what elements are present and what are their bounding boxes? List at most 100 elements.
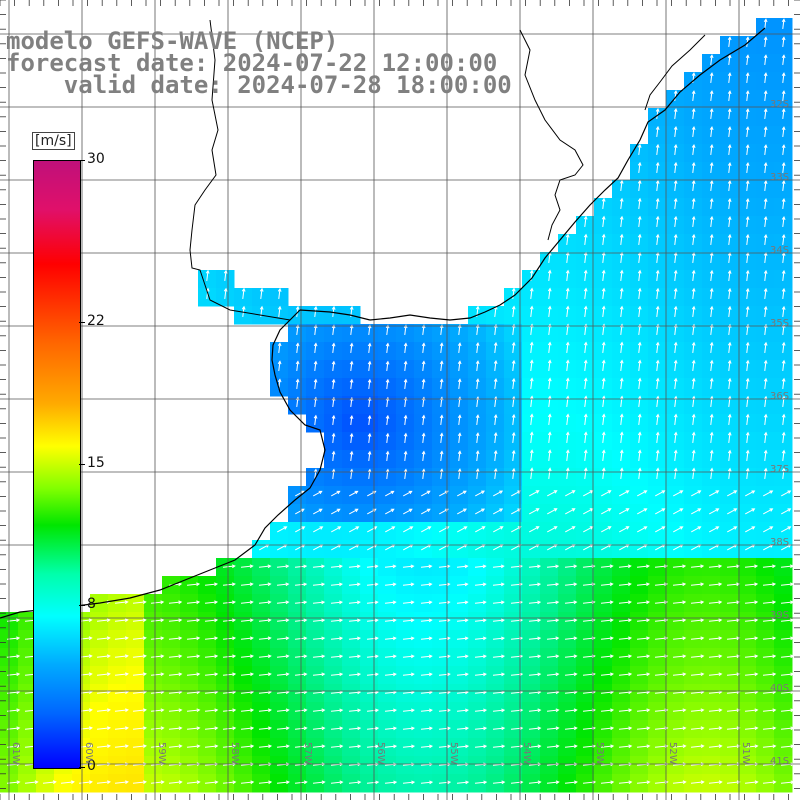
wind-arrow — [350, 415, 353, 426]
wind-arrow — [762, 565, 776, 568]
wind-arrow — [385, 526, 395, 533]
wind-arrow-head — [511, 449, 516, 454]
wind-arrow — [692, 306, 695, 318]
wind-arrow — [691, 544, 701, 551]
colorbar-tick-label: 30 — [87, 151, 105, 167]
wind-arrow-head — [250, 726, 255, 731]
wind-arrow-head — [727, 269, 732, 274]
wind-arrow — [510, 745, 523, 748]
wind-arrow-head — [555, 654, 560, 659]
wind-arrow-head — [565, 269, 570, 274]
wind-arrow — [474, 691, 487, 694]
wind-arrow — [726, 745, 740, 748]
wind-arrow-head — [70, 780, 75, 785]
wind-arrow — [224, 288, 227, 300]
wind-arrow-head — [673, 467, 678, 472]
wind-arrow-head — [88, 744, 93, 749]
wind-arrow-head — [751, 508, 756, 512]
wind-arrow — [762, 781, 776, 784]
wind-arrow-head — [501, 780, 506, 785]
wind-arrow-head — [709, 126, 714, 131]
wind-arrow-head — [481, 526, 486, 530]
wind-arrow-head — [573, 564, 578, 569]
wind-arrow-head — [214, 708, 219, 713]
wind-arrow-head — [547, 377, 552, 382]
wind-arrow — [782, 288, 785, 300]
wind-arrow — [672, 745, 686, 748]
wind-arrow-head — [619, 431, 624, 436]
wind-arrow — [440, 451, 443, 462]
wind-arrow-head — [339, 618, 344, 623]
wind-arrow — [258, 691, 271, 694]
wind-arrow-head — [637, 431, 642, 436]
wind-arrow-head — [392, 618, 397, 623]
wind-arrow-head — [772, 708, 777, 713]
wind-arrow-head — [357, 672, 362, 677]
wind-arrow-head — [583, 395, 588, 400]
wind-arrow — [548, 360, 551, 372]
wind-arrow-head — [374, 582, 379, 587]
wind-arrow-head — [285, 564, 290, 569]
wind-arrow — [636, 655, 650, 658]
wind-arrow-head — [535, 490, 540, 494]
longitude-label: 51W — [740, 742, 751, 765]
wind-arrow — [674, 360, 677, 372]
wind-arrow-head — [673, 377, 678, 382]
wind-arrow — [330, 637, 343, 640]
wind-arrow-head — [709, 341, 714, 346]
wind-arrow — [474, 565, 486, 568]
wind-arrow — [638, 306, 641, 318]
wind-arrow-head — [519, 780, 524, 785]
wind-arrow-head — [481, 490, 485, 494]
wind-arrow — [655, 508, 665, 515]
wind-arrow-head — [754, 618, 759, 623]
wind-arrow — [240, 745, 254, 748]
wind-arrow — [620, 378, 623, 390]
wind-arrow — [204, 619, 218, 622]
wind-arrow — [548, 342, 551, 354]
wind-arrow-head — [446, 618, 451, 623]
wind-arrow-head — [673, 287, 678, 292]
wind-arrow — [168, 691, 182, 694]
wind-arrow-head — [357, 654, 362, 659]
wind-arrow — [492, 637, 504, 640]
wind-arrow-head — [285, 654, 290, 659]
wind-arrow — [710, 288, 713, 300]
wind-arrow-head — [601, 359, 606, 364]
wind-arrow — [618, 565, 631, 568]
wind-arrow-head — [555, 708, 560, 713]
wind-arrow-head — [457, 324, 462, 329]
wind-arrow — [546, 673, 559, 676]
wind-arrow — [258, 745, 272, 748]
wind-arrow — [456, 619, 468, 622]
wind-arrow — [493, 526, 503, 533]
wind-arrow-head — [410, 672, 415, 677]
wind-arrow-head — [601, 215, 606, 220]
wind-arrow — [655, 490, 665, 497]
wind-arrow-head — [781, 431, 786, 436]
wind-arrow — [439, 490, 449, 497]
wind-arrow-head — [249, 636, 254, 641]
wind-arrow — [150, 601, 164, 604]
wind-arrow — [710, 396, 713, 408]
wind-arrow-head — [535, 508, 540, 512]
wind-arrow-head — [601, 287, 606, 292]
wind-arrow — [566, 288, 569, 300]
wind-arrow-head — [628, 726, 633, 731]
wind-arrow-head — [535, 526, 540, 530]
wind-arrow-head — [482, 636, 487, 641]
wind-arrow — [186, 601, 200, 604]
wind-arrow — [348, 601, 360, 604]
wind-arrow — [636, 619, 650, 622]
wind-arrow-head — [349, 396, 354, 401]
wind-arrow-head — [439, 378, 444, 383]
wind-arrow-head — [421, 414, 426, 419]
wind-arrow-head — [483, 744, 488, 749]
wind-arrow-head — [781, 323, 786, 328]
wind-arrow — [654, 655, 668, 658]
wind-arrow — [258, 673, 271, 676]
wind-arrow — [458, 451, 461, 462]
wind-arrow-head — [462, 490, 467, 494]
wind-arrow-head — [610, 780, 615, 785]
wind-arrow-head — [178, 672, 183, 677]
